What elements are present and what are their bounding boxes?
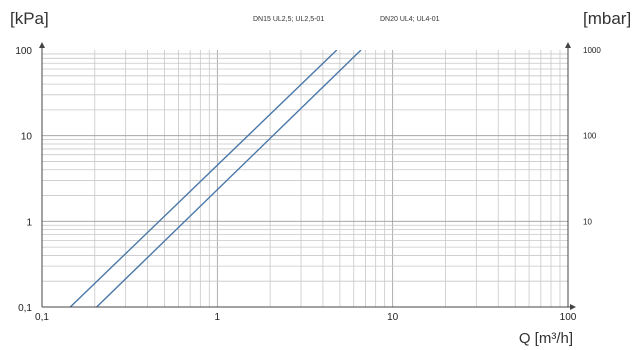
y-axis-label-left: [kPa] (10, 9, 49, 28)
x-tick-label: 100 (560, 312, 577, 323)
series-lines (69, 50, 362, 307)
x-axis-label: Q [m³/h] (519, 330, 573, 347)
x-axis-arrow (570, 304, 576, 310)
x-tick-label: 10 (387, 312, 399, 323)
series-label-dn20: DN20 UL4; UL4-01 (380, 16, 440, 23)
series-label-dn15: DN15 UL2,5; UL2,5-01 (253, 16, 324, 23)
series-line-1 (96, 50, 362, 307)
y-tick-label-left: 1 (26, 217, 32, 228)
y-axis-left-arrow (39, 42, 45, 48)
y-tick-label-left: 100 (15, 46, 32, 57)
y-tick-label-left: 10 (21, 132, 33, 143)
y-tick-label-left: 0,1 (18, 303, 32, 314)
y-tick-label-right: 1000 (583, 46, 601, 55)
y-tick-label-right: 100 (583, 132, 597, 141)
x-tick-label: 1 (215, 312, 221, 323)
y-axis-label-right: [mbar] (583, 9, 631, 28)
grid (41, 50, 568, 308)
x-tick-label: 0,1 (35, 312, 49, 323)
axes (39, 42, 576, 310)
series-line-0 (69, 50, 338, 307)
chart-labels: [kPa] [mbar] DN15 UL2,5; UL2,5-01 DN20 U… (10, 9, 631, 347)
y-axis-right-arrow (565, 42, 571, 48)
y-tick-label-right: 10 (583, 217, 592, 226)
